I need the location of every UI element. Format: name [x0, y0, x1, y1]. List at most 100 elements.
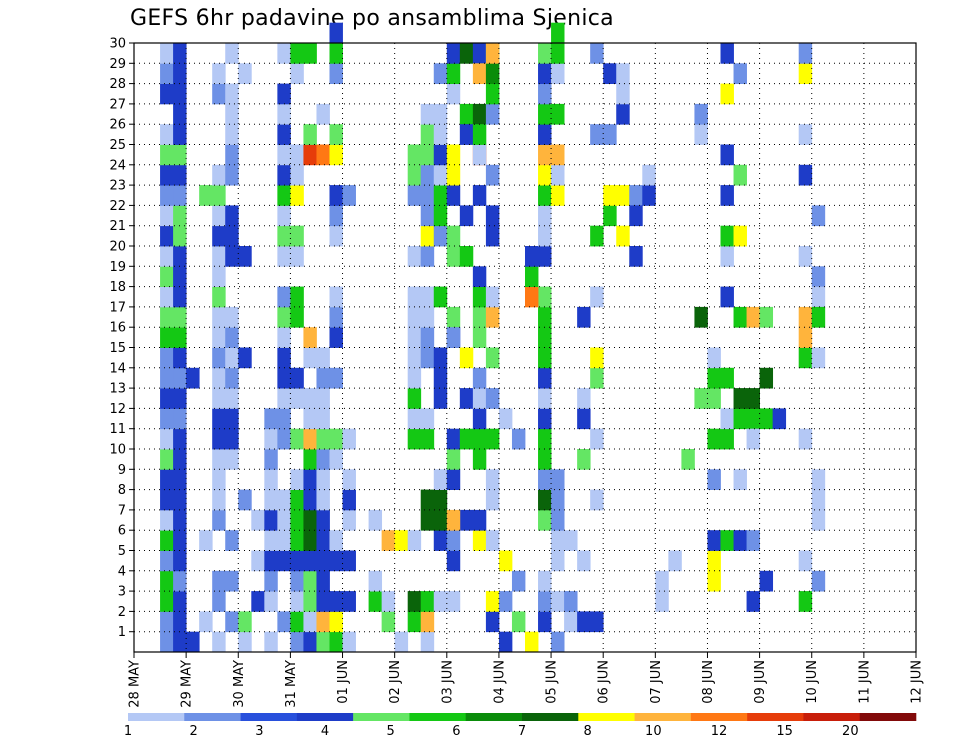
heatmap-cell [538, 225, 552, 247]
legend-swatch [296, 713, 354, 721]
heatmap-cell [551, 144, 565, 166]
heatmap-cell [420, 124, 435, 145]
y-tick-label: 9 [118, 463, 126, 478]
heatmap-cell [316, 550, 330, 572]
heatmap-cell [420, 631, 435, 653]
heatmap-cell [264, 408, 278, 430]
legend-swatch [409, 713, 467, 721]
heatmap-cell [733, 388, 747, 409]
heatmap-cell [160, 63, 174, 84]
x-tick-label: 12 JUN [910, 660, 925, 704]
legend-label: 4 [321, 724, 329, 739]
heatmap-cell [277, 530, 291, 551]
heatmap-cell [551, 103, 565, 125]
heatmap-cell [173, 530, 187, 551]
heatmap-cell [551, 469, 565, 490]
heatmap-cell [160, 266, 174, 287]
heatmap-cell [525, 286, 539, 308]
heatmap-cell [173, 591, 187, 612]
heatmap-cell [212, 388, 226, 409]
heatmap-cell [525, 246, 539, 267]
heatmap-cell [798, 164, 813, 186]
heatmap-cell [264, 449, 278, 470]
x-tick-label: 29 MAY [180, 660, 195, 708]
heatmap-cell [551, 164, 565, 186]
heatmap-cell [694, 124, 708, 145]
heatmap-cell [694, 388, 708, 409]
heatmap-cell [433, 591, 448, 612]
heatmap-cell [342, 469, 356, 490]
heatmap-cell [485, 286, 500, 308]
heatmap-cell [316, 428, 330, 450]
heatmap-cell [798, 327, 813, 348]
heatmap-cell [472, 286, 487, 308]
heatmap-cell [160, 225, 174, 247]
heatmap-cell [538, 246, 552, 267]
legend-label: 5 [387, 724, 395, 739]
heatmap-cell [485, 530, 500, 551]
heatmap-cell [173, 469, 187, 490]
x-tick-label: 31 MAY [284, 660, 299, 708]
heatmap-cell [290, 428, 304, 450]
heatmap-cell [420, 225, 435, 247]
heatmap-cell [472, 103, 487, 125]
heatmap-cell [433, 367, 448, 389]
heatmap-cell [551, 63, 565, 84]
heatmap-cell [407, 164, 422, 186]
y-tick-label: 30 [109, 37, 126, 52]
heatmap-cell [485, 306, 500, 328]
heatmap-cell [446, 449, 461, 470]
heatmap-cell [251, 550, 265, 572]
heatmap-cell [160, 205, 174, 227]
heatmap-cell [368, 509, 383, 531]
heatmap-cell [472, 509, 487, 531]
heatmap-cell [160, 591, 174, 612]
heatmap-cell [433, 347, 448, 369]
heatmap-cell [212, 306, 226, 328]
heatmap-cell [303, 428, 317, 450]
heatmap-cell [433, 286, 448, 308]
heatmap-cell [186, 367, 200, 389]
heatmap-cell [173, 367, 187, 389]
x-tick-label: 08 JUN [701, 660, 716, 704]
heatmap-cell [160, 388, 174, 409]
heatmap-cell [329, 591, 343, 612]
heatmap-cell [407, 286, 422, 308]
heatmap-cell [603, 185, 617, 206]
heatmap-cell [173, 124, 187, 145]
heatmap-cell [407, 185, 422, 206]
heatmap-cell [407, 611, 422, 633]
heatmap-cell [407, 428, 422, 450]
y-tick-label: 11 [109, 422, 126, 437]
heatmap-cell [590, 347, 604, 369]
heatmap-cell [629, 246, 643, 267]
heatmap-cell [342, 550, 356, 572]
heatmap-cell [433, 205, 448, 227]
heatmap-cell [186, 631, 200, 653]
legend-label: 6 [452, 724, 460, 739]
heatmap-cell [212, 63, 226, 84]
y-tick-label: 24 [109, 158, 126, 173]
heatmap-cell [264, 530, 278, 551]
heatmap-cell [446, 144, 461, 166]
heatmap-cell [329, 631, 343, 653]
heatmap-cell [720, 428, 734, 450]
heatmap-cell [811, 509, 826, 531]
heatmap-cell [798, 347, 813, 369]
heatmap-cell [485, 591, 500, 612]
legend-swatch [184, 713, 241, 721]
heatmap-cell [420, 144, 435, 166]
heatmap-cell [329, 205, 343, 227]
heatmap-cell [303, 509, 317, 531]
heatmap-cell [551, 530, 565, 551]
heatmap-cell [746, 428, 760, 450]
heatmap-cell [160, 550, 174, 572]
heatmap-cell [446, 530, 461, 551]
y-tick-label: 4 [118, 564, 126, 579]
heatmap-cell [290, 367, 304, 389]
heatmap-cell [277, 428, 291, 450]
heatmap-cell [707, 388, 721, 409]
heatmap-cell [733, 530, 747, 551]
y-tick-label: 22 [109, 199, 126, 214]
heatmap-cell [511, 428, 526, 450]
